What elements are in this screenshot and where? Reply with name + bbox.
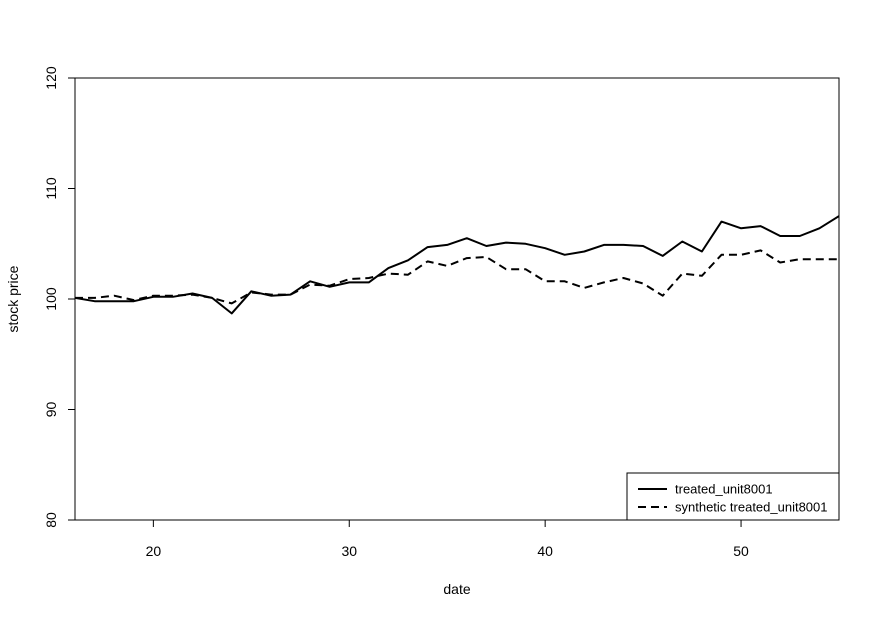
legend-label-synthetic: synthetic treated_unit8001: [675, 500, 828, 515]
legend-box: [626, 472, 840, 521]
x-axis: 20 30 40 50: [146, 519, 749, 559]
y-tick-label: 120: [43, 66, 59, 90]
y-axis: 80 90 100 110 120: [43, 66, 76, 528]
legend-label-treated: treated_unit8001: [675, 482, 773, 497]
x-tick-label: 50: [733, 543, 749, 559]
x-tick-label: 20: [146, 543, 162, 559]
y-tick-label: 80: [43, 512, 59, 528]
legend: treated_unit8001 synthetic treated_unit8…: [626, 472, 840, 521]
y-axis-label: stock price: [5, 265, 21, 332]
plot-frame: [74, 77, 840, 521]
series-line-1: [75, 249, 839, 305]
y-tick-label: 100: [43, 287, 59, 311]
x-tick-label: 30: [341, 543, 357, 559]
y-tick-label: 110: [43, 177, 59, 200]
plot-lines: [75, 215, 839, 315]
x-tick-label: 40: [537, 543, 553, 559]
series-line-0: [75, 215, 839, 315]
x-axis-label: date: [443, 581, 470, 597]
y-tick-label: 90: [43, 402, 59, 418]
